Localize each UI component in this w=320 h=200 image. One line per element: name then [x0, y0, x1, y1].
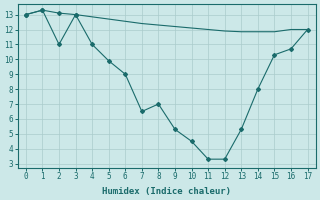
- X-axis label: Humidex (Indice chaleur): Humidex (Indice chaleur): [102, 187, 231, 196]
